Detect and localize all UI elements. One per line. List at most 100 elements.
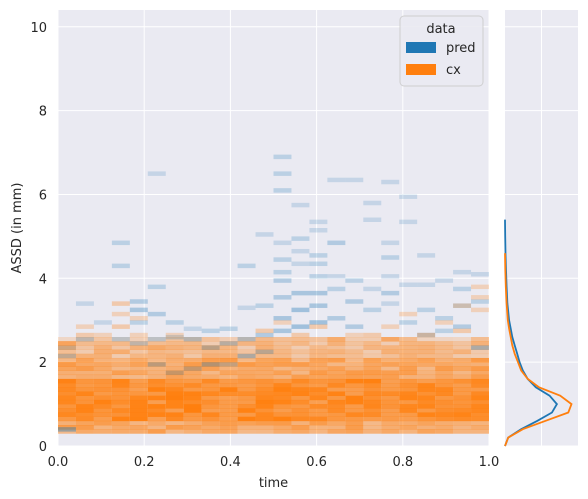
histogram-cell-pred xyxy=(345,177,364,183)
histogram-cell-cx xyxy=(399,408,418,413)
histogram-cell-cx xyxy=(93,370,112,376)
histogram-cell-cx xyxy=(309,383,328,388)
histogram-cell-cx xyxy=(93,387,112,392)
histogram-cell-cx xyxy=(129,425,148,430)
histogram-cell-cx xyxy=(345,366,364,371)
histogram-cell-cx xyxy=(93,362,112,367)
histogram-cell-cx xyxy=(399,395,418,401)
histogram-cell-cx xyxy=(399,416,418,422)
histogram-cell-cx xyxy=(255,374,274,380)
histogram-cell-cx xyxy=(381,374,400,380)
y-tick-label: 4 xyxy=(39,272,47,287)
histogram-cell-cx xyxy=(273,378,292,384)
histogram-cell-cx xyxy=(129,362,148,367)
histogram-cell-cx xyxy=(381,416,400,422)
histogram-cell-cx xyxy=(291,362,310,367)
histogram-cell-cx xyxy=(255,370,274,376)
histogram-cell-cx xyxy=(417,408,436,413)
histogram-cell-cx xyxy=(417,383,436,388)
histogram-cell-cx xyxy=(201,341,220,346)
histogram-cell-cx xyxy=(309,399,328,405)
histogram-cell-pred xyxy=(309,261,328,267)
histogram-cell-cx xyxy=(291,374,310,380)
histogram-cell-pred xyxy=(129,320,148,325)
histogram-cell-cx xyxy=(111,425,130,430)
histogram-cell-cx xyxy=(291,366,310,371)
histogram-cell-cx xyxy=(183,404,202,409)
histogram-cell-cx xyxy=(219,429,238,434)
histogram-cell-cx xyxy=(93,412,112,417)
histogram-cell-cx xyxy=(219,362,238,367)
legend-label-cx: cx xyxy=(446,63,461,78)
legend: data pred cx xyxy=(399,15,484,87)
histogram-cell-pred xyxy=(255,232,274,237)
histogram-cell-pred xyxy=(147,362,166,367)
histogram-cell-cx xyxy=(111,395,130,401)
histogram-cell-cx xyxy=(345,412,364,417)
histogram-cell-cx xyxy=(381,337,400,342)
histogram-cell-cx xyxy=(381,383,400,388)
histogram-cell-cx xyxy=(291,337,310,342)
histogram-cell-cx xyxy=(381,345,400,350)
histogram-cell-cx xyxy=(255,416,274,422)
histogram-cell-cx xyxy=(471,307,489,313)
histogram-cell-cx xyxy=(273,349,292,355)
histogram-cell-pred xyxy=(417,253,436,258)
histogram-cell-cx xyxy=(417,353,436,359)
histogram-cell-cx xyxy=(111,345,130,350)
histogram-cell-cx xyxy=(219,337,238,342)
y-tick-label: 0 xyxy=(39,440,47,455)
histogram-cell-cx xyxy=(327,416,346,422)
histogram-cell-cx xyxy=(129,378,148,384)
histogram-cell-cx xyxy=(399,362,418,367)
histogram-cell-cx xyxy=(75,395,94,401)
histogram-cell-pred xyxy=(309,228,328,233)
histogram-cell-cx xyxy=(471,284,489,290)
histogram-cell-cx xyxy=(75,412,94,417)
histogram-cell-cx xyxy=(165,391,184,396)
histogram-cell-cx xyxy=(111,408,130,413)
histogram-cell-pred xyxy=(381,240,400,246)
histogram-cell-cx xyxy=(93,429,112,434)
histogram-cell-pred xyxy=(345,324,364,329)
histogram-cell-cx xyxy=(111,370,130,376)
histogram-cell-cx xyxy=(75,374,94,380)
histogram-cell-pred xyxy=(111,263,130,269)
histogram-cell-cx xyxy=(129,395,148,401)
histogram-cell-cx xyxy=(471,337,489,342)
histogram-cell-cx xyxy=(327,370,346,376)
histogram-cell-cx xyxy=(327,404,346,409)
histogram-cell-cx xyxy=(291,416,310,422)
x-tick-labels: 0.0 0.2 0.4 0.6 0.8 1.0 xyxy=(48,455,500,470)
histogram-cell-cx xyxy=(291,391,310,396)
histogram-cell-cx xyxy=(58,378,76,384)
histogram-cell-pred xyxy=(93,320,112,325)
histogram-cell-pred xyxy=(237,353,256,359)
histogram-cell-cx xyxy=(147,408,166,413)
histogram-cell-cx xyxy=(219,416,238,422)
histogram-cell-cx xyxy=(201,387,220,392)
histogram-cell-cx xyxy=(471,353,489,359)
histogram-cell-cx xyxy=(165,353,184,359)
histogram-cell-cx xyxy=(471,341,489,346)
histogram-cell-cx xyxy=(219,345,238,350)
histogram-cell-cx xyxy=(309,404,328,409)
histogram-cell-cx xyxy=(363,425,382,430)
histogram-cell-cx xyxy=(129,366,148,371)
histogram-cell-cx xyxy=(399,345,418,350)
histogram-cell-pred xyxy=(327,316,346,321)
histogram-cell-cx xyxy=(345,353,364,359)
histogram-cell-pred xyxy=(273,240,292,246)
histogram-cell-cx xyxy=(399,311,418,317)
histogram-cell-cx xyxy=(165,416,184,422)
histogram-cell-cx xyxy=(435,425,454,430)
histogram-cell-cx xyxy=(435,366,454,371)
histogram-cell-cx xyxy=(129,349,148,355)
histogram-cell-cx xyxy=(309,357,328,363)
histogram-cell-pred xyxy=(147,171,166,176)
histogram-cell-cx xyxy=(111,420,130,426)
histogram-cell-cx xyxy=(417,395,436,401)
histogram-cell-cx xyxy=(93,332,112,338)
histogram-cell-cx xyxy=(453,395,472,401)
histogram-cell-cx xyxy=(435,391,454,396)
